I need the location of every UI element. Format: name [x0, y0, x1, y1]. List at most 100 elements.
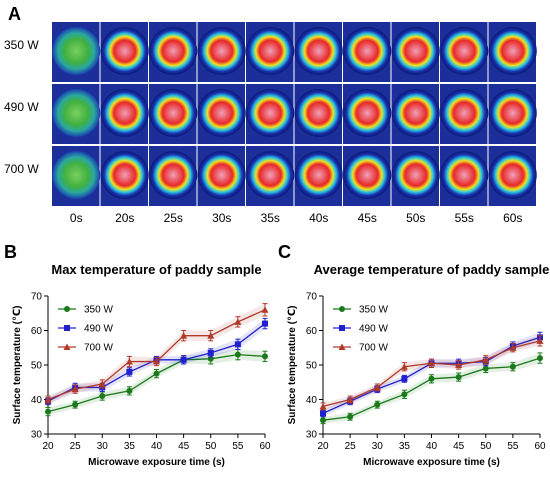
- data-point: [262, 320, 268, 327]
- thermal-sample: [246, 27, 295, 75]
- series-line: [322, 340, 541, 408]
- legend-marker: [339, 325, 345, 331]
- data-point: [401, 375, 408, 382]
- thermal-image-grid: 350 W 490 W 700 W 0s 20s 25s 30s 35s 40s 45s 50s 55…: [4, 22, 537, 225]
- chart-title: Average temperature of paddy sample: [314, 262, 550, 277]
- thermal-sample: [197, 89, 246, 137]
- data-point: [153, 370, 160, 377]
- data-point: [482, 356, 490, 363]
- max-temperature-chart: Max temperature of paddy sample 30 40 50 60 7…: [0, 256, 275, 474]
- thermal-row-label: 490 W: [4, 100, 39, 114]
- x-tick-label: 35: [399, 441, 411, 452]
- thermal-sample: [440, 89, 489, 137]
- data-point: [126, 387, 133, 394]
- y-tick-label: 70: [31, 292, 43, 303]
- thermal-time-label: 60s: [503, 211, 522, 225]
- legend-marker: [339, 306, 345, 312]
- thermal-sample: [246, 151, 295, 199]
- legend-label: 700 W: [84, 343, 113, 354]
- series-error-band: [323, 332, 540, 417]
- y-tick-label: 40: [31, 395, 43, 406]
- x-tick-label: 55: [232, 441, 244, 452]
- series-error-band: [48, 303, 265, 403]
- series-error-band: [323, 335, 540, 410]
- thermal-time-label: 35s: [261, 211, 280, 225]
- thermal-sample: [100, 151, 149, 199]
- y-axis-label: Surface temperature (℃): [287, 306, 298, 425]
- legend-marker: [338, 343, 346, 350]
- x-tick-label: 20: [42, 441, 54, 452]
- legend-label: 490 W: [359, 324, 388, 335]
- data-point: [207, 349, 214, 356]
- data-point: [374, 401, 381, 408]
- data-point: [44, 396, 52, 403]
- thermal-sample: [294, 89, 343, 137]
- thermal-row-label: 350 W: [4, 38, 39, 52]
- data-point: [428, 359, 435, 367]
- data-point: [45, 408, 51, 415]
- data-point: [234, 351, 241, 358]
- data-point: [536, 337, 544, 344]
- data-point: [180, 332, 188, 339]
- data-point: [320, 417, 326, 424]
- thermal-sample: [391, 27, 440, 75]
- thermal-sample: [149, 27, 198, 75]
- x-tick-label: 50: [480, 441, 492, 452]
- data-point: [153, 358, 160, 365]
- data-point: [99, 393, 106, 400]
- x-tick-label: 45: [178, 441, 190, 452]
- thermal-sample: [391, 89, 440, 137]
- y-tick-label: 50: [31, 361, 43, 372]
- thermal-sample: [52, 89, 101, 137]
- x-tick-label: 30: [372, 441, 384, 452]
- data-point: [320, 410, 326, 417]
- thermal-sample: [100, 27, 149, 75]
- thermal-sample: [197, 151, 246, 199]
- legend-label: 490 W: [84, 324, 113, 335]
- data-point: [319, 402, 327, 410]
- x-tick-label: 60: [259, 441, 271, 452]
- data-point: [262, 353, 268, 360]
- data-point: [373, 383, 381, 391]
- x-tick-label: 50: [205, 441, 217, 452]
- thermal-sample: [149, 151, 198, 199]
- x-tick-label: 25: [345, 441, 357, 452]
- thermal-sample: [294, 151, 343, 199]
- legend-label: 350 W: [84, 305, 113, 316]
- x-tick-label: 25: [70, 441, 82, 452]
- legend-label: 350 W: [359, 305, 388, 316]
- chart-title: Max temperature of paddy sample: [51, 262, 261, 277]
- data-point: [180, 356, 187, 363]
- data-point: [261, 306, 269, 313]
- y-tick-label: 60: [31, 326, 43, 337]
- thermal-sample: [52, 27, 101, 75]
- x-tick-label: 30: [97, 441, 109, 452]
- y-axis-label: Surface temperature (℃): [12, 306, 23, 425]
- thermal-sample: [294, 27, 343, 75]
- x-tick-label: 35: [124, 441, 136, 452]
- data-point: [125, 358, 133, 365]
- legend-marker: [64, 325, 70, 331]
- thermal-time-label: 40s: [309, 211, 328, 225]
- thermal-time-label: 45s: [358, 211, 377, 225]
- data-point: [98, 380, 106, 387]
- x-tick-label: 40: [426, 441, 438, 452]
- data-point: [400, 363, 408, 370]
- thermal-row-label: 700 W: [4, 162, 39, 176]
- thermal-sample: [488, 89, 537, 137]
- thermal-sample: [246, 89, 295, 137]
- y-tick-label: 30: [306, 430, 318, 441]
- panel-b-label: B: [4, 242, 17, 262]
- thermal-time-label: 50s: [406, 211, 425, 225]
- data-point: [346, 396, 354, 403]
- thermal-sample: [488, 151, 537, 199]
- data-point: [234, 318, 242, 325]
- thermal-sample: [391, 151, 440, 199]
- thermal-sample: [100, 89, 149, 137]
- thermal-time-label: 55s: [455, 211, 474, 225]
- data-point: [71, 385, 79, 393]
- thermal-sample: [488, 27, 537, 75]
- y-tick-label: 30: [31, 430, 43, 441]
- panel-a-label: A: [8, 4, 21, 24]
- y-tick-label: 40: [306, 395, 318, 406]
